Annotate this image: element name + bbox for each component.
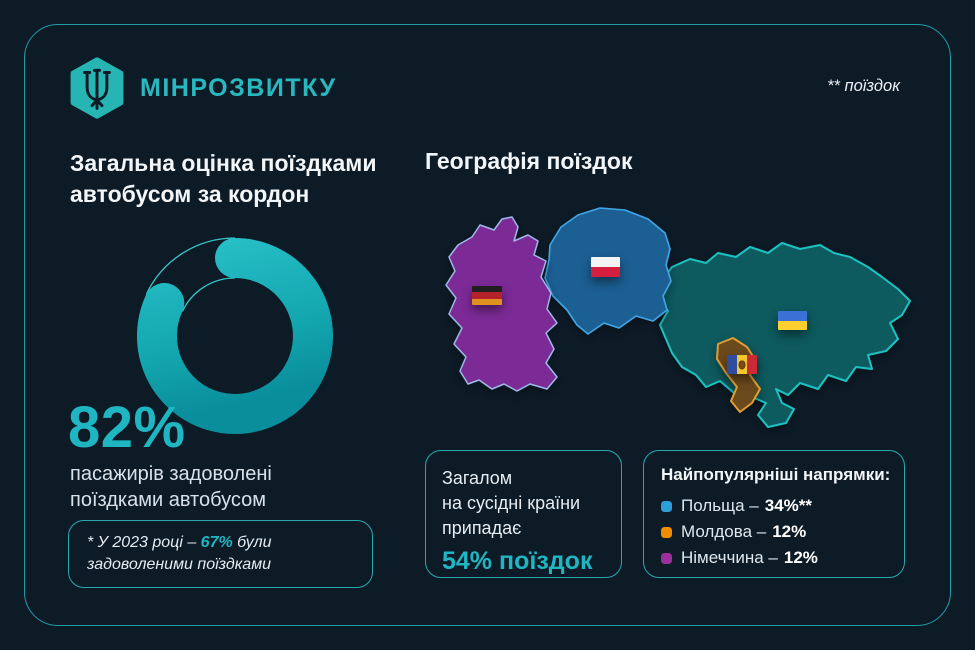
ukraine-flag xyxy=(778,311,807,330)
header-footnote-marker: ** поїздок xyxy=(827,77,900,95)
destination-label: Німеччина – xyxy=(681,548,778,567)
footnote-highlight: 67% xyxy=(200,534,233,551)
poland-flag-red-stripe xyxy=(591,267,620,277)
poland-legend-dot-icon xyxy=(661,500,672,512)
ukraine-flag-blue-stripe xyxy=(778,311,807,321)
germany-flag-red-stripe xyxy=(472,292,502,299)
geography-section-title: Географія поїздок xyxy=(425,148,633,174)
neighbors-summary-box: Загалом на сусідні країни припадає 54% п… xyxy=(425,450,622,578)
top-destinations-title: Найпопулярніші напрямки: xyxy=(661,465,891,484)
top-destinations-box: Найпопулярніші напрямки: Польща – 34%** … xyxy=(643,450,905,578)
countries-map xyxy=(445,207,911,428)
destination-label: Польща – xyxy=(681,496,759,515)
neighbors-summary-text: Загалом на сусідні країни припадає xyxy=(442,468,581,539)
footnote-prefix: * У 2023 році – xyxy=(87,534,201,551)
moldova-legend-dot-icon xyxy=(661,526,672,538)
footnote-box: * У 2023 році – 67% були задоволеними по… xyxy=(68,520,373,589)
destination-row-germany: Німеччина – 12% xyxy=(661,548,887,568)
germany-flag-black-stripe xyxy=(472,286,502,293)
destination-value: 12% xyxy=(772,522,807,541)
germany-flag-gold-stripe xyxy=(472,298,502,305)
poland-flag-white-stripe xyxy=(591,257,620,267)
brand-name: МІНРОЗВИТКУ xyxy=(140,74,337,102)
ministry-logo-trident-icon xyxy=(70,57,124,119)
moldova-flag xyxy=(727,355,757,374)
neighbors-summary-highlight: 54% поїздок xyxy=(442,546,593,575)
satisfaction-donut-chart xyxy=(137,237,333,434)
footnote-suffix: були задоволеними поїздками xyxy=(87,534,272,573)
germany-legend-dot-icon xyxy=(661,552,672,564)
satisfaction-stat-value: 82% xyxy=(68,395,186,460)
destination-label: Молдова – xyxy=(681,522,767,541)
donut-value-arc xyxy=(137,238,333,434)
poland-flag xyxy=(591,257,620,277)
map-ukraine xyxy=(657,242,911,428)
germany-flag xyxy=(472,286,502,305)
destination-row-poland: Польща – 34%** xyxy=(661,496,887,516)
donut-remainder-outline xyxy=(145,237,236,312)
moldova-flag-emblem xyxy=(738,360,746,369)
moldova-flag-red-stripe xyxy=(747,355,757,374)
destination-value: 34%** xyxy=(764,496,812,515)
destination-value: 12% xyxy=(783,548,818,567)
destination-row-moldova: Молдова – 12% xyxy=(661,522,887,542)
satisfaction-stat-caption: пасажирів задоволені поїздками автобусом xyxy=(70,463,272,512)
ukraine-flag-yellow-stripe xyxy=(778,320,807,330)
satisfaction-section-title: Загальна оцінка поїздками автобусом за к… xyxy=(70,150,377,207)
moldova-flag-blue-stripe xyxy=(727,355,737,374)
